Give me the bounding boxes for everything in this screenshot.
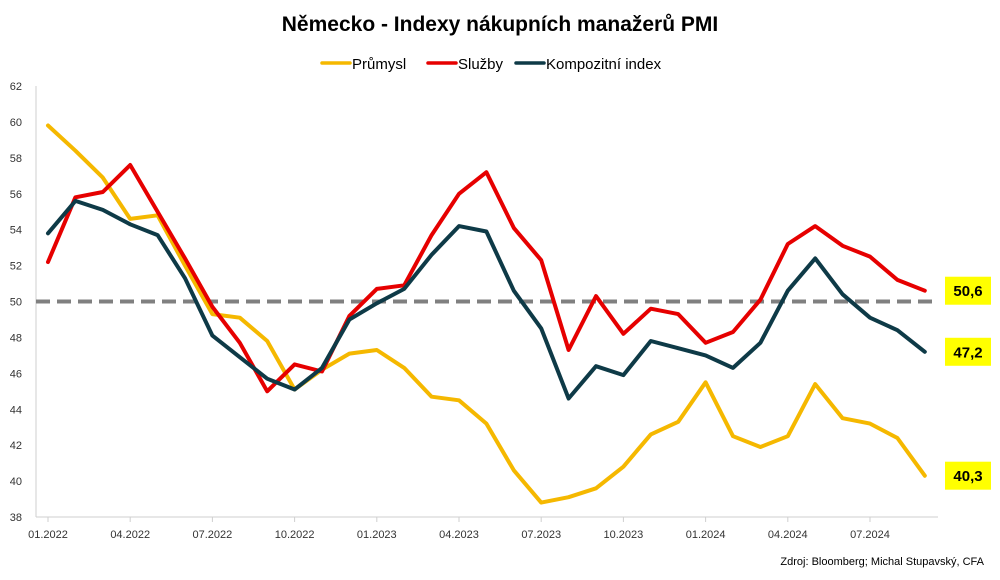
end-label-box (945, 461, 991, 490)
y-tick-label: 42 (10, 440, 22, 452)
x-tick-label: 04.2024 (768, 529, 808, 541)
y-tick-label: 38 (10, 512, 22, 524)
end-label: 40,3 (945, 461, 991, 490)
end-labels: 50,6 47,2 40,3 (945, 276, 991, 490)
y-tick-label: 60 (10, 117, 22, 129)
x-tick-label: 07.2023 (521, 529, 561, 541)
x-tick-label: 10.2023 (604, 529, 644, 541)
y-tick-label: 54 (10, 225, 22, 237)
x-tick-label: 04.2022 (110, 529, 150, 541)
x-tick-label: 01.2023 (357, 529, 397, 541)
series-line-1 (46, 163, 927, 394)
end-label-value: 40,3 (953, 468, 982, 485)
y-tick-label: 46 (10, 368, 22, 380)
y-tick-label: 48 (10, 332, 22, 344)
y-tick-label: 56 (10, 189, 22, 201)
x-tick-label: 01.2024 (686, 529, 726, 541)
y-tick-label: 40 (10, 476, 22, 488)
source-note: Zdroj: Bloomberg; Michal Stupavský, CFA (780, 556, 984, 568)
x-tick-label: 07.2022 (193, 529, 233, 541)
y-tick-label: 58 (10, 153, 22, 165)
end-label-value: 47,2 (953, 344, 982, 361)
end-label-box (945, 276, 991, 305)
end-label-box (945, 337, 991, 366)
y-tick-label: 44 (10, 404, 22, 416)
x-tick-label: 10.2022 (275, 529, 315, 541)
x-tick-label: 01.2022 (28, 529, 68, 541)
legend-label: Služby (458, 56, 504, 73)
series-line-0 (46, 123, 927, 505)
end-label-value: 50,6 (953, 283, 982, 300)
y-tick-label: 62 (10, 81, 22, 93)
legend-label: Průmysl (352, 56, 406, 73)
x-tick-label: 04.2023 (439, 529, 479, 541)
chart-title: Německo - Indexy nákupních manažerů PMI (282, 13, 718, 36)
y-tick-label: 52 (10, 261, 22, 273)
end-label: 47,2 (945, 337, 991, 366)
legend-label: Kompozitní index (546, 56, 662, 73)
end-label: 50,6 (945, 276, 991, 305)
x-tick-label: 07.2024 (850, 529, 890, 541)
legend: Průmysl Služby Kompozitní index (320, 56, 662, 73)
series-group (46, 123, 927, 505)
y-tick-label: 50 (10, 297, 22, 309)
axes: 62 60 58 56 54 52 50 48 46 44 42 40 38 01.2022 04.2022… (10, 81, 938, 541)
series-line-2 (46, 198, 927, 401)
